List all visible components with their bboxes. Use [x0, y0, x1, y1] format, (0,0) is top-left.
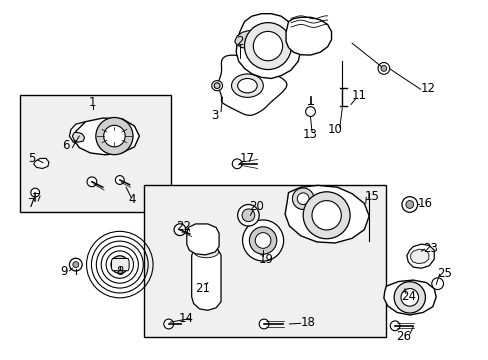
Text: 13: 13	[303, 129, 317, 141]
Circle shape	[292, 188, 313, 210]
Polygon shape	[111, 258, 129, 271]
Ellipse shape	[237, 78, 257, 93]
Polygon shape	[186, 224, 219, 255]
Text: 14: 14	[178, 312, 193, 325]
Circle shape	[380, 66, 386, 71]
Polygon shape	[285, 17, 331, 55]
Circle shape	[259, 319, 268, 329]
Text: 3: 3	[211, 109, 219, 122]
Text: 8: 8	[116, 265, 123, 278]
Circle shape	[253, 31, 282, 61]
Text: 15: 15	[364, 190, 378, 203]
Ellipse shape	[211, 81, 222, 91]
Circle shape	[69, 258, 82, 271]
Text: 10: 10	[327, 123, 342, 136]
Circle shape	[96, 117, 133, 155]
Polygon shape	[218, 55, 286, 116]
Circle shape	[237, 204, 259, 226]
Text: 16: 16	[417, 197, 432, 210]
Ellipse shape	[231, 74, 263, 97]
Polygon shape	[236, 14, 300, 78]
Text: 6: 6	[62, 139, 70, 152]
Text: 20: 20	[249, 201, 264, 213]
Circle shape	[297, 193, 308, 204]
Text: 11: 11	[351, 89, 366, 102]
Text: 19: 19	[259, 253, 273, 266]
Text: 24: 24	[400, 291, 415, 303]
Polygon shape	[34, 158, 49, 168]
Circle shape	[400, 289, 418, 306]
Text: 12: 12	[420, 82, 434, 95]
Circle shape	[393, 282, 425, 313]
Circle shape	[115, 176, 124, 184]
Circle shape	[249, 227, 276, 254]
Text: 22: 22	[176, 220, 190, 233]
Text: 26: 26	[395, 330, 410, 343]
Text: 25: 25	[437, 267, 451, 280]
Text: 21: 21	[195, 282, 210, 294]
Circle shape	[377, 63, 389, 74]
Ellipse shape	[194, 246, 218, 258]
Text: 1: 1	[89, 96, 97, 109]
Circle shape	[311, 201, 341, 230]
Circle shape	[401, 197, 417, 212]
Circle shape	[87, 177, 97, 187]
Text: 9: 9	[60, 265, 67, 278]
Circle shape	[431, 278, 443, 289]
Circle shape	[242, 209, 254, 222]
Circle shape	[174, 224, 185, 235]
Text: 17: 17	[239, 152, 254, 165]
Text: 23: 23	[422, 242, 437, 255]
Text: 2: 2	[235, 35, 243, 48]
Text: 7: 7	[28, 197, 36, 210]
Circle shape	[103, 125, 125, 147]
Polygon shape	[69, 122, 105, 146]
Polygon shape	[74, 118, 139, 155]
Polygon shape	[234, 31, 258, 49]
Text: 5: 5	[28, 152, 36, 165]
Polygon shape	[410, 249, 428, 264]
Circle shape	[242, 220, 283, 261]
Polygon shape	[285, 185, 368, 243]
Circle shape	[405, 201, 413, 208]
Circle shape	[255, 233, 270, 248]
Circle shape	[305, 107, 315, 117]
Polygon shape	[406, 244, 433, 268]
Text: 18: 18	[300, 316, 315, 329]
Circle shape	[389, 321, 399, 331]
Circle shape	[31, 188, 40, 197]
Bar	[144, 185, 386, 337]
Polygon shape	[383, 280, 435, 315]
Circle shape	[244, 23, 291, 69]
Polygon shape	[72, 132, 84, 142]
Circle shape	[111, 256, 128, 273]
Polygon shape	[191, 247, 221, 310]
Ellipse shape	[214, 83, 220, 89]
Circle shape	[73, 262, 79, 267]
Bar	[20, 95, 171, 212]
Circle shape	[232, 159, 242, 169]
Circle shape	[116, 261, 123, 269]
Circle shape	[163, 319, 173, 329]
Circle shape	[303, 192, 349, 239]
Text: 4: 4	[128, 193, 136, 206]
